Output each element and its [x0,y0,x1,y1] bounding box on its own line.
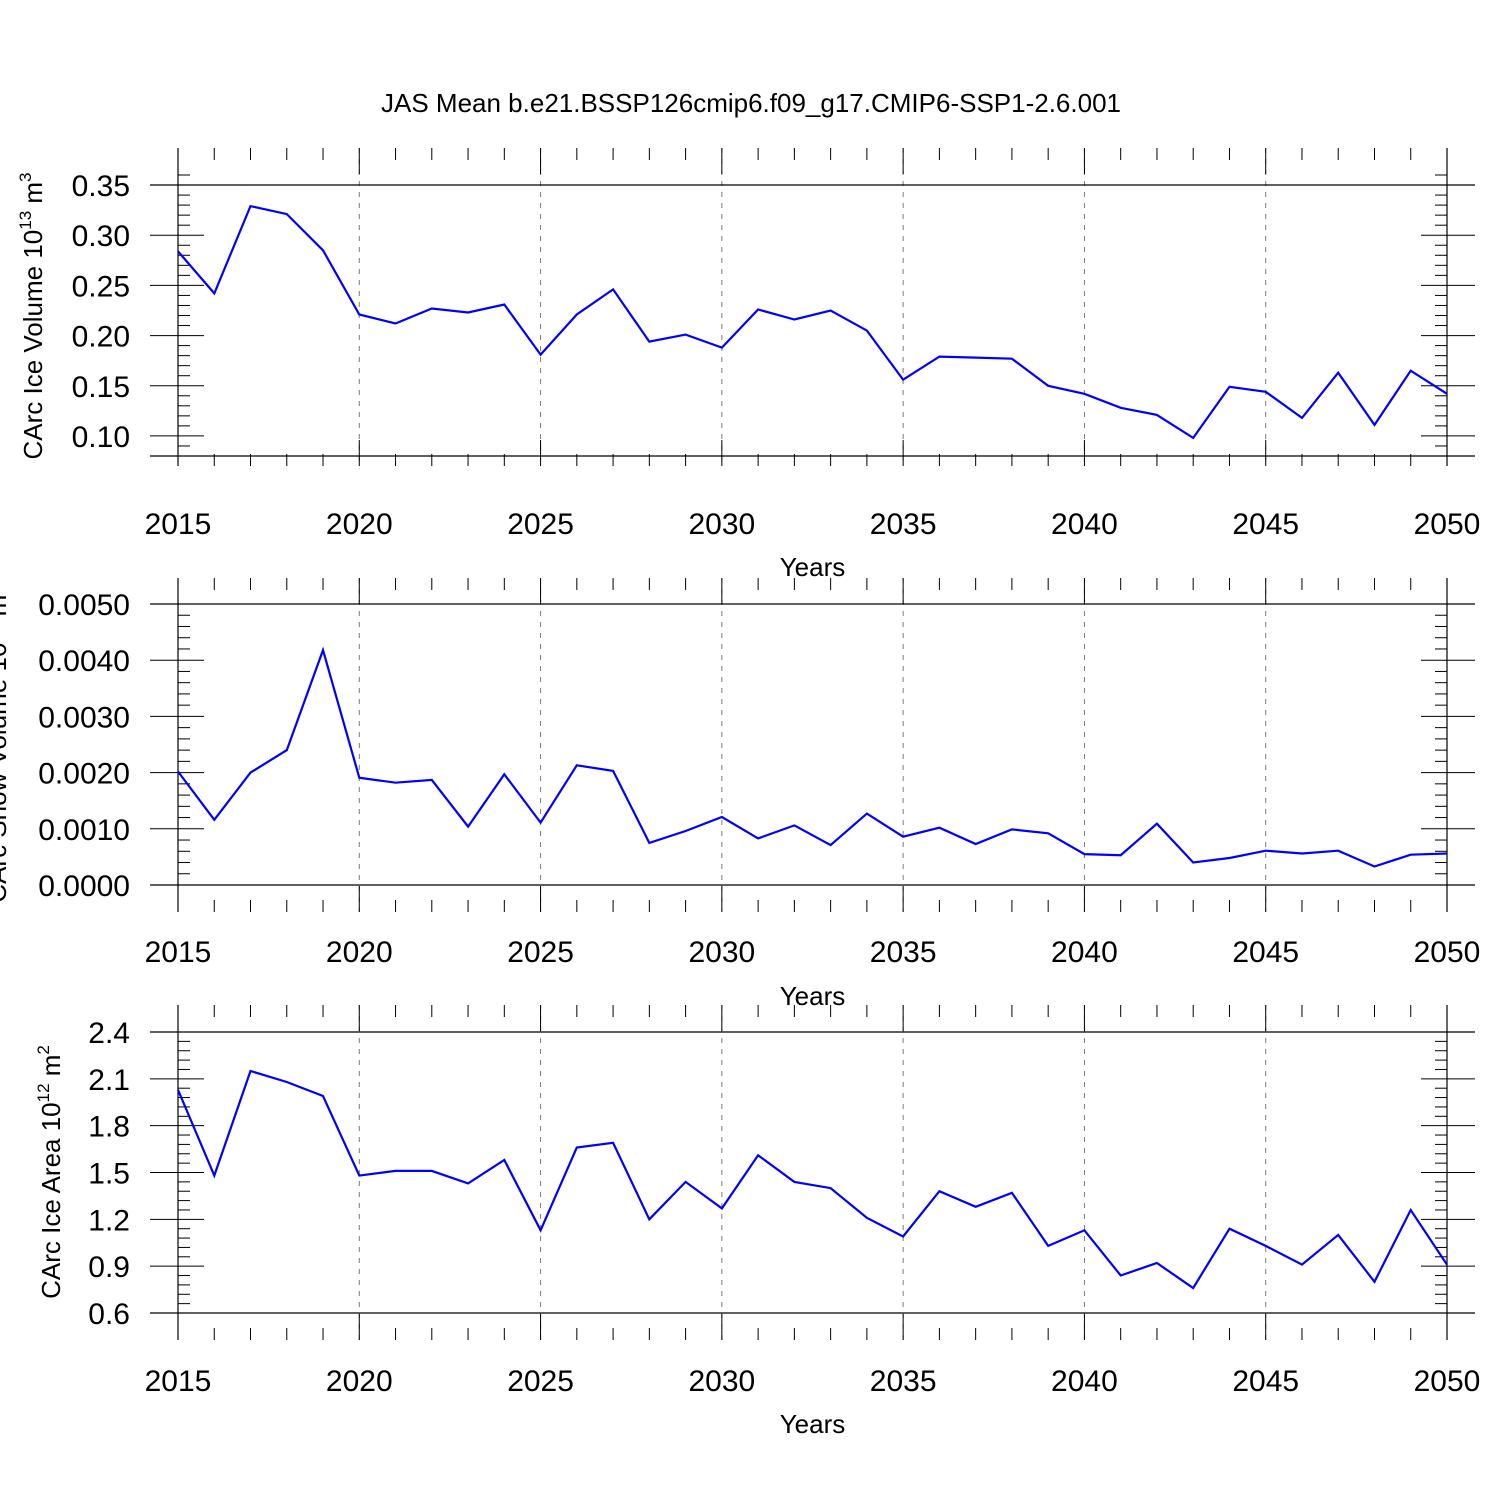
series-line-1 [177,646,1448,868]
y-axis-title: CArc Ice Volume 1013 m3 [16,172,48,459]
x-axis-title: Years [780,1409,846,1439]
series-line-1 [177,204,1448,440]
x-tick-label: 2050 [1414,1365,1481,1398]
panels-container: 0.10 0.15 0.20 0.25 0.30 0.35 2015 2020 2025 2030… [0,148,1480,1439]
x-tick-label: 2035 [870,1365,937,1398]
x-tick-label: 2045 [1232,936,1299,969]
figure-title: JAS Mean b.e21.BSSP126cmip6.f09_g17.CMIP… [381,88,1121,118]
y-axis-title: CArc Ice Area 1012 m2 [34,1045,66,1299]
y-tick-label: 0.20 [72,321,130,354]
y-tick-label: 1.5 [88,1158,130,1191]
x-tick-label: 2035 [870,936,937,969]
x-tick-label: 2050 [1414,508,1481,541]
y-tick-label: 0.0030 [38,701,130,734]
y-tick-label: 0.9 [88,1251,130,1284]
x-tick-label: 2015 [145,936,212,969]
x-tick-label: 2035 [870,508,937,541]
x-tick-label: 2025 [507,508,574,541]
series-line-1 [176,1069,1448,1290]
y-tick-label: 2.4 [88,1017,130,1050]
x-tick-label: 2015 [145,508,212,541]
y-tick-label: 0.6 [88,1298,130,1331]
y-tick-label: 0.0010 [38,814,130,847]
x-tick-label: 2015 [145,1365,212,1398]
y-tick-label: 0.0050 [38,589,130,622]
x-tick-label: 2025 [507,1365,574,1398]
x-tick-label: 2040 [1051,936,1118,969]
x-tick-label: 2030 [688,508,755,541]
y-tick-label: 0.0000 [38,870,130,903]
chart-panel-1: 0.10 0.15 0.20 0.25 0.30 0.35 2015 2020 2025 2030… [16,148,1480,582]
y-tick-label: 2.1 [88,1064,130,1097]
y-axis-title: CArc Snow Volume 1013 m3 [0,585,12,902]
y-tick-label: 0.30 [72,220,130,253]
y-tick-label: 0.25 [72,270,130,303]
y-tick-label: 1.8 [88,1111,130,1144]
x-axis-title: Years [780,552,846,582]
y-tick-label: 0.0040 [38,645,130,678]
x-tick-label: 2030 [688,936,755,969]
y-tick-label: 0.10 [72,421,130,454]
y-tick-label: 0.0020 [38,758,130,791]
y-tick-label: 0.15 [72,371,130,404]
x-tick-label: 2030 [688,1365,755,1398]
x-axis-title: Years [780,981,846,1011]
x-tick-label: 2025 [507,936,574,969]
x-tick-label: 2020 [326,508,393,541]
x-tick-label: 2050 [1414,936,1481,969]
x-tick-label: 2020 [326,936,393,969]
x-tick-label: 2020 [326,1365,393,1398]
chart-panel-3: 0.6 0.9 1.2 1.5 1.8 2.1 2.4 2015 2020 2025 2030 203… [34,1005,1480,1439]
x-tick-label: 2040 [1051,1365,1118,1398]
y-tick-label: 0.35 [72,170,130,203]
x-tick-label: 2040 [1051,508,1118,541]
x-tick-label: 2045 [1232,1365,1299,1398]
y-tick-label: 1.2 [88,1204,130,1237]
x-tick-label: 2045 [1232,508,1299,541]
chart-panel-2: 0.0000 0.0010 0.0020 0.0030 0.0040 0.0050 2015… [0,578,1480,1011]
